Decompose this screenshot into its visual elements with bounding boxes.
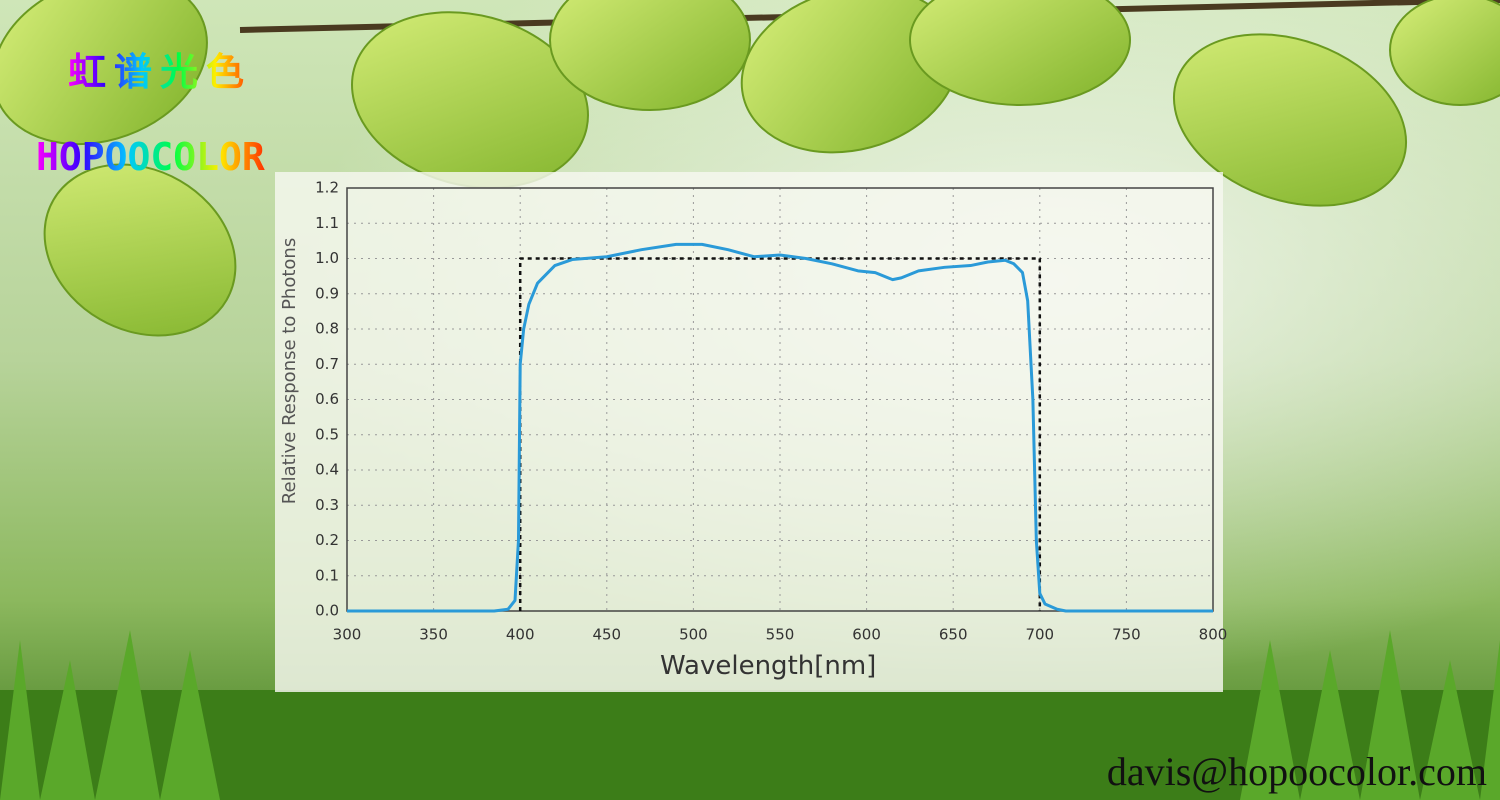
y-tick-label: 1.2	[315, 179, 339, 197]
y-tick-label: 0.5	[315, 425, 339, 443]
x-tick-label: 600	[852, 626, 881, 644]
plot-frame	[346, 187, 1214, 612]
y-tick-label: 0.2	[315, 531, 339, 549]
x-tick-label: 550	[766, 626, 795, 644]
x-axis-label: Wavelength[nm]	[660, 651, 876, 681]
leaves	[0, 0, 1500, 337]
y-tick-label: 0.3	[315, 496, 339, 514]
y-tick-label: 0.4	[315, 461, 339, 479]
x-tick-label: 400	[506, 626, 535, 644]
email: davis@hopoocolor.com	[1107, 749, 1487, 794]
x-tick-label: 750	[1112, 626, 1141, 644]
x-tick-label: 350	[419, 626, 448, 644]
x-tick-label: 700	[1025, 626, 1054, 644]
y-tick-label: 0.1	[315, 566, 339, 584]
grass	[0, 630, 1500, 800]
x-tick-label: 800	[1199, 626, 1228, 644]
x-tick-label: 300	[333, 626, 362, 644]
brand-cn: 虹谱光色	[68, 49, 252, 94]
chart-panel	[275, 172, 1223, 692]
x-tick-label: 650	[939, 626, 968, 644]
y-tick-label: 0.8	[315, 320, 339, 338]
x-tick-label: 450	[592, 626, 621, 644]
brand-en: HOPOOCOLOR	[36, 135, 265, 179]
y-tick-label: 1.1	[315, 214, 339, 232]
y-tick-label: 0.0	[315, 602, 339, 620]
y-tick-label: 0.9	[315, 284, 339, 302]
y-axis-label: Relative Response to Photons	[279, 238, 300, 504]
y-tick-label: 1.0	[315, 249, 339, 267]
y-tick-label: 0.7	[315, 355, 339, 373]
x-tick-label: 500	[679, 626, 708, 644]
series-line	[347, 242, 1213, 613]
y-tick-label: 0.6	[315, 390, 339, 408]
